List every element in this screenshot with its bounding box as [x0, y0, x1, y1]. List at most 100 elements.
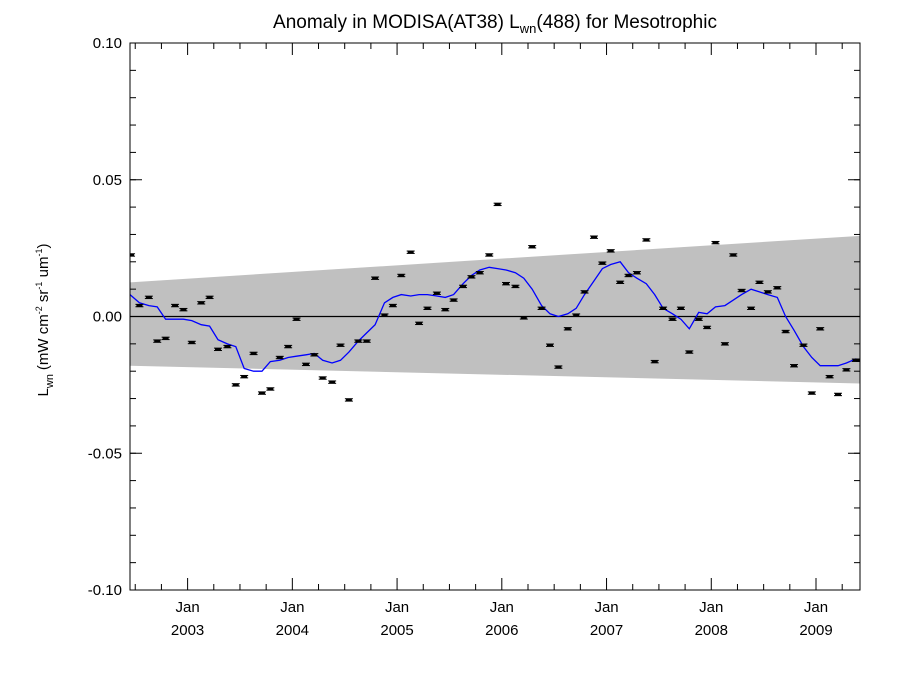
data-point-mark — [625, 274, 632, 277]
data-point — [501, 281, 510, 286]
data-point — [406, 250, 415, 254]
data-point — [249, 351, 258, 356]
data-point-mark — [180, 308, 187, 311]
y-tick-label: 0.00 — [93, 309, 122, 326]
data-point-mark — [581, 290, 588, 294]
data-point-mark — [686, 350, 693, 354]
data-point-mark — [136, 304, 143, 307]
data-point — [257, 391, 266, 395]
data-point-mark — [704, 326, 711, 329]
data-point-mark — [617, 281, 624, 284]
data-point-mark — [764, 290, 771, 294]
data-point — [668, 317, 677, 321]
data-point-mark — [172, 304, 179, 307]
data-point — [589, 235, 598, 239]
data-point-mark — [826, 375, 833, 378]
data-point — [441, 307, 450, 312]
data-point — [415, 321, 424, 326]
data-point-mark — [607, 249, 614, 253]
data-point-mark — [241, 375, 248, 378]
data-point — [397, 273, 406, 278]
data-point-mark — [407, 251, 414, 254]
data-point-mark — [162, 337, 169, 340]
data-point — [598, 261, 607, 265]
data-point-mark — [564, 327, 571, 331]
x-tick-label-year: 2005 — [380, 622, 413, 639]
data-point — [205, 295, 214, 300]
data-point — [790, 364, 799, 368]
data-point-mark — [468, 275, 475, 279]
data-point — [161, 336, 170, 341]
data-point-mark — [494, 203, 501, 206]
data-point — [807, 391, 816, 395]
data-point — [537, 306, 546, 310]
data-point — [475, 271, 484, 275]
data-point-mark — [206, 296, 213, 299]
data-point-mark — [738, 289, 745, 292]
x-tick-label-month: Jan — [280, 599, 304, 616]
data-point-mark — [756, 281, 763, 284]
data-point-mark — [416, 322, 423, 325]
data-point — [153, 339, 162, 343]
data-point — [856, 358, 860, 362]
data-point-mark — [835, 393, 842, 396]
data-point-mark — [145, 296, 152, 299]
data-point-mark — [302, 363, 309, 366]
data-point — [485, 253, 494, 257]
data-point-mark — [669, 318, 676, 321]
data-point-mark — [748, 307, 755, 310]
data-point-mark — [782, 330, 789, 333]
y-tick-label: 0.10 — [93, 35, 122, 52]
data-point — [380, 313, 389, 317]
x-tick-label-year: 2007 — [590, 622, 623, 639]
data-point-mark — [285, 345, 292, 348]
data-point — [328, 380, 337, 384]
data-point — [773, 286, 782, 290]
data-point-mark — [590, 235, 597, 239]
plot-area: 0.10 0.05 0.00 -0.05 -0.10 Jan 2003 Jan 2004 Jan 2… — [88, 35, 861, 639]
data-point-mark — [573, 313, 580, 317]
x-tick-label-month: Jan — [699, 599, 723, 616]
data-point-mark — [389, 304, 396, 307]
data-point — [292, 317, 301, 321]
data-point — [467, 275, 476, 279]
data-point — [580, 290, 589, 294]
data-point-mark — [538, 307, 545, 310]
data-point-mark — [381, 313, 388, 317]
data-point — [179, 307, 188, 312]
data-point — [519, 316, 528, 320]
data-point — [528, 245, 537, 249]
data-point-mark — [198, 301, 205, 305]
data-point-mark — [633, 271, 640, 274]
data-point-mark — [660, 307, 667, 310]
data-point — [545, 343, 554, 347]
data-point — [825, 374, 834, 379]
data-point — [737, 288, 746, 293]
x-tick-label-year: 2006 — [485, 622, 518, 639]
data-point — [344, 398, 353, 402]
data-point — [388, 303, 397, 308]
data-point — [301, 362, 310, 367]
data-point — [747, 306, 756, 310]
data-point-mark — [476, 271, 483, 274]
data-point — [449, 298, 458, 302]
data-point-mark — [311, 353, 318, 356]
x-tick-label-month: Jan — [804, 599, 828, 616]
data-point — [171, 303, 180, 308]
data-point — [842, 368, 851, 372]
data-point — [493, 202, 502, 207]
data-point — [213, 347, 222, 352]
data-point-mark — [355, 339, 362, 343]
data-point — [223, 344, 232, 349]
data-point-mark — [433, 292, 440, 295]
data-point-mark — [677, 307, 684, 310]
data-point — [763, 290, 772, 294]
data-point-mark — [250, 352, 257, 355]
data-point — [284, 344, 293, 349]
data-point-mark — [852, 359, 859, 362]
data-point-mark — [721, 342, 728, 346]
data-point — [266, 387, 275, 391]
data-point-mark — [337, 344, 344, 347]
data-point — [659, 306, 668, 310]
